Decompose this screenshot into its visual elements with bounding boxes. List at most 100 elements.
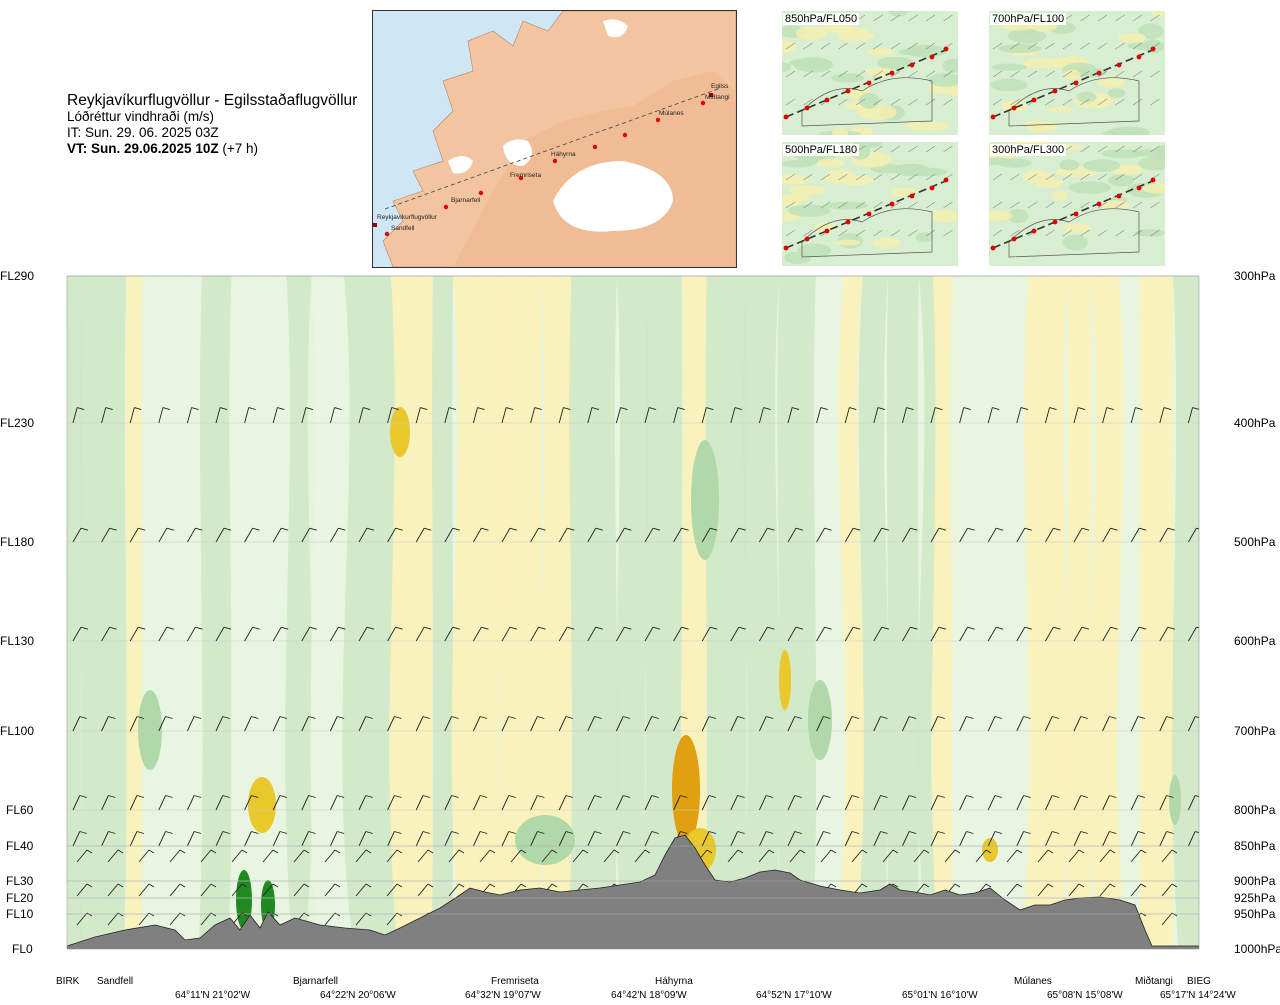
wind-barb bbox=[215, 716, 230, 732]
thumb-barb bbox=[803, 98, 813, 106]
map-label-sandfell: Sandfell bbox=[391, 225, 415, 232]
wind-barb bbox=[472, 831, 488, 847]
wind-barb bbox=[572, 849, 589, 863]
thumb-barb bbox=[1097, 173, 1108, 181]
thumb-blob bbox=[1138, 156, 1165, 171]
wind-barb bbox=[816, 831, 831, 847]
right-tick-label: 800hPa bbox=[1234, 803, 1276, 817]
thumb-barb bbox=[943, 14, 953, 22]
wind-barb bbox=[301, 626, 317, 642]
wind-barb bbox=[730, 276, 732, 277]
wind-barb bbox=[530, 407, 542, 424]
wind-barb bbox=[1044, 831, 1060, 847]
thumb-route-point bbox=[1136, 185, 1142, 191]
wind-barb bbox=[501, 407, 514, 424]
wind-barb bbox=[444, 407, 457, 424]
wind-barb bbox=[1159, 527, 1175, 543]
wind-barb bbox=[1073, 831, 1088, 847]
thumb-blob bbox=[1076, 91, 1097, 103]
thumb-barb bbox=[943, 229, 953, 237]
wind-barb bbox=[730, 407, 743, 424]
map-label-hahyrna: Háhyrna bbox=[551, 151, 576, 158]
wind-barb bbox=[901, 407, 914, 424]
wind-barb bbox=[959, 716, 974, 732]
wind-barb bbox=[129, 795, 145, 811]
wind-barb bbox=[355, 849, 372, 863]
wind-barb bbox=[386, 849, 403, 863]
thumb-blob bbox=[1107, 174, 1135, 187]
thumb-route-point bbox=[1116, 62, 1122, 68]
thumb-barb bbox=[838, 98, 848, 106]
thumb-barb bbox=[820, 173, 831, 181]
x-coordinate-label: 64°52'N 17°10'W bbox=[756, 990, 832, 1001]
thumb-route-point bbox=[889, 201, 895, 207]
thumbnail-500[interactable]: 500hPa/FL180 bbox=[782, 142, 958, 266]
thumbnail-850[interactable]: 850hPa/FL050 bbox=[782, 11, 958, 135]
thumb-barb bbox=[908, 145, 918, 153]
thumbnail-500-map bbox=[782, 142, 958, 266]
thumb-blob bbox=[1101, 200, 1130, 210]
field-band bbox=[342, 276, 401, 949]
thumb-barb bbox=[1062, 173, 1073, 181]
wind-barb bbox=[444, 831, 459, 847]
thumb-barb bbox=[855, 229, 866, 237]
wind-barb bbox=[1068, 883, 1085, 897]
wind-barb bbox=[959, 626, 975, 642]
thumb-barb bbox=[873, 42, 883, 50]
field-band bbox=[168, 276, 204, 949]
thumb-barb bbox=[873, 145, 883, 153]
wind-barb bbox=[558, 626, 575, 642]
field-band bbox=[705, 276, 747, 949]
thumb-blob bbox=[788, 204, 831, 217]
field-band bbox=[567, 276, 618, 949]
wind-barb bbox=[272, 626, 289, 642]
thumb-barb bbox=[1080, 70, 1090, 78]
wind-barb bbox=[873, 276, 875, 277]
wind-barb bbox=[644, 795, 659, 811]
wind-barb bbox=[1037, 849, 1054, 863]
wind-barb bbox=[501, 527, 518, 543]
wind-barb bbox=[158, 276, 160, 277]
thumb-blob bbox=[942, 85, 958, 97]
thumb-barb bbox=[1115, 98, 1125, 106]
wind-barb bbox=[1044, 716, 1060, 732]
field-band bbox=[231, 276, 268, 949]
wind-barb bbox=[616, 527, 632, 543]
wind-barb bbox=[587, 276, 589, 277]
plot-frame bbox=[66, 275, 1200, 950]
wind-barb bbox=[759, 527, 775, 543]
thumb-barb bbox=[1097, 201, 1108, 209]
thumb-barb bbox=[1097, 145, 1108, 153]
thumbnail-300[interactable]: 300hPa/FL300 bbox=[989, 142, 1165, 266]
thumb-barb bbox=[1080, 145, 1090, 153]
wind-barb bbox=[673, 795, 688, 811]
wind-barb bbox=[758, 831, 774, 847]
thumb-blob bbox=[1138, 23, 1164, 39]
thumb-route-point bbox=[866, 80, 872, 86]
thumb-barb bbox=[1010, 98, 1020, 106]
thumb-barb bbox=[1062, 70, 1073, 78]
wind-barb bbox=[101, 276, 103, 277]
thumb-blob bbox=[1107, 88, 1126, 98]
wind-barb bbox=[987, 831, 1003, 847]
thumb-blob bbox=[835, 239, 861, 246]
wind-barb bbox=[1099, 883, 1116, 897]
thumb-route-point bbox=[804, 105, 810, 111]
wind-barb bbox=[1130, 716, 1146, 732]
wind-barb bbox=[730, 831, 745, 847]
thumb-barb bbox=[1062, 201, 1073, 209]
wind-barb bbox=[702, 276, 703, 277]
thumb-barb bbox=[803, 42, 813, 50]
wind-barb bbox=[473, 626, 489, 642]
wind-barb bbox=[787, 716, 802, 732]
wind-barb bbox=[76, 883, 93, 897]
field-band bbox=[834, 276, 865, 949]
thumbnail-700[interactable]: 700hPa/FL100 bbox=[989, 11, 1165, 135]
right-tick-label: 400hPa bbox=[1234, 416, 1276, 430]
wind-barb bbox=[758, 849, 775, 863]
wind-barb bbox=[501, 626, 518, 642]
wind-barb bbox=[186, 716, 202, 732]
wind-barb bbox=[930, 831, 945, 847]
wind-barb bbox=[644, 407, 657, 424]
